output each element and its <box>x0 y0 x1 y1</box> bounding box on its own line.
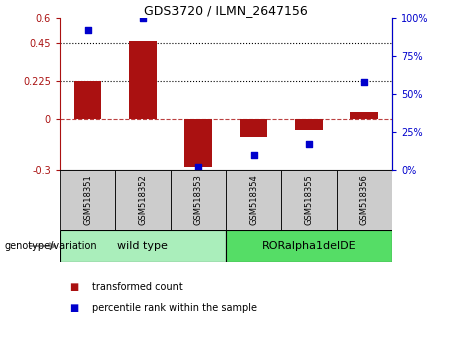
Bar <box>226 170 281 230</box>
Bar <box>281 170 337 230</box>
Text: GSM518351: GSM518351 <box>83 175 92 225</box>
Bar <box>129 41 157 119</box>
Bar <box>115 170 171 230</box>
Text: GSM518355: GSM518355 <box>304 175 313 225</box>
Point <box>361 79 368 85</box>
Bar <box>74 81 101 119</box>
Point <box>195 164 202 170</box>
Title: GDS3720 / ILMN_2647156: GDS3720 / ILMN_2647156 <box>144 4 308 17</box>
Bar <box>226 230 392 262</box>
Text: transformed count: transformed count <box>92 282 183 292</box>
Text: wild type: wild type <box>118 241 168 251</box>
Bar <box>350 112 378 119</box>
Text: GSM518352: GSM518352 <box>138 175 148 225</box>
Point <box>84 27 91 33</box>
Point <box>250 152 257 158</box>
Text: percentile rank within the sample: percentile rank within the sample <box>92 303 257 313</box>
Point <box>139 15 147 21</box>
Text: GSM518354: GSM518354 <box>249 175 258 225</box>
Text: ■: ■ <box>69 303 78 313</box>
Text: RORalpha1delDE: RORalpha1delDE <box>261 241 356 251</box>
Text: GSM518356: GSM518356 <box>360 175 369 225</box>
Bar <box>171 170 226 230</box>
Text: GSM518353: GSM518353 <box>194 175 203 225</box>
Bar <box>60 230 226 262</box>
Bar <box>295 119 323 130</box>
Bar <box>240 119 267 137</box>
Bar <box>337 170 392 230</box>
Bar <box>60 170 115 230</box>
Bar <box>184 119 212 167</box>
Text: genotype/variation: genotype/variation <box>5 241 97 251</box>
Text: ■: ■ <box>69 282 78 292</box>
Point <box>305 141 313 147</box>
